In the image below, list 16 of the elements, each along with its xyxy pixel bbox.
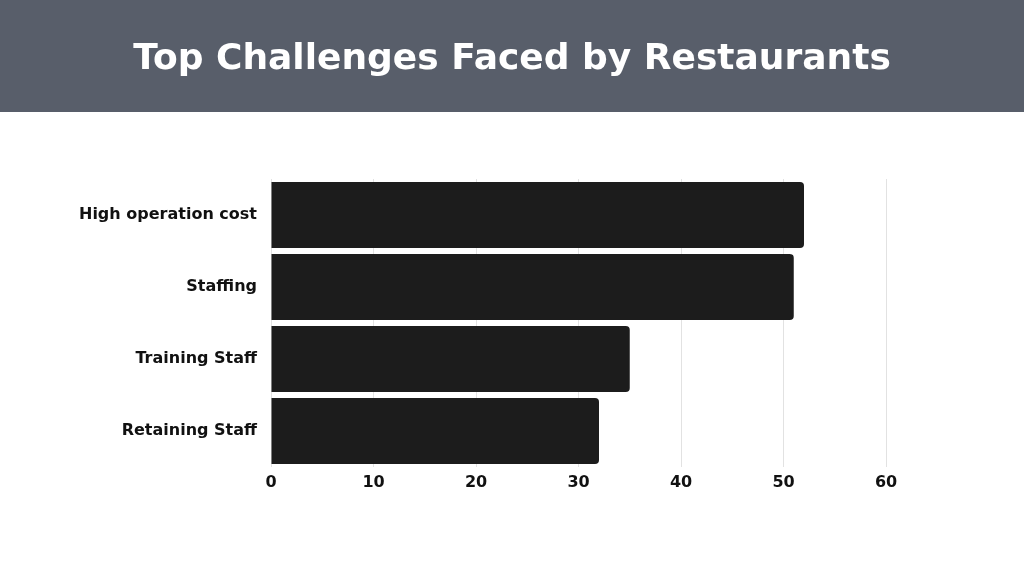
chart-title: Top Challenges Faced by Restaurants bbox=[0, 0, 1024, 112]
x-tick-label: 30 bbox=[567, 471, 590, 491]
bar bbox=[271, 181, 804, 249]
bar bbox=[271, 253, 794, 321]
x-tick-label: 50 bbox=[772, 471, 795, 491]
x-tick-label: 20 bbox=[464, 471, 488, 491]
bar bbox=[271, 325, 630, 393]
x-tick-label: 60 bbox=[874, 471, 898, 491]
y-tick-label: Staffing bbox=[186, 276, 257, 296]
bar bbox=[271, 397, 599, 465]
x-tick-label: 40 bbox=[669, 471, 693, 491]
y-tick-label: Retaining Staff bbox=[121, 420, 259, 440]
x-tick-label: 0 bbox=[265, 471, 277, 491]
x-tick-label: 10 bbox=[362, 471, 385, 491]
y-tick-label: High operation cost bbox=[78, 204, 258, 224]
y-tick-label: Training Staff bbox=[135, 348, 259, 368]
